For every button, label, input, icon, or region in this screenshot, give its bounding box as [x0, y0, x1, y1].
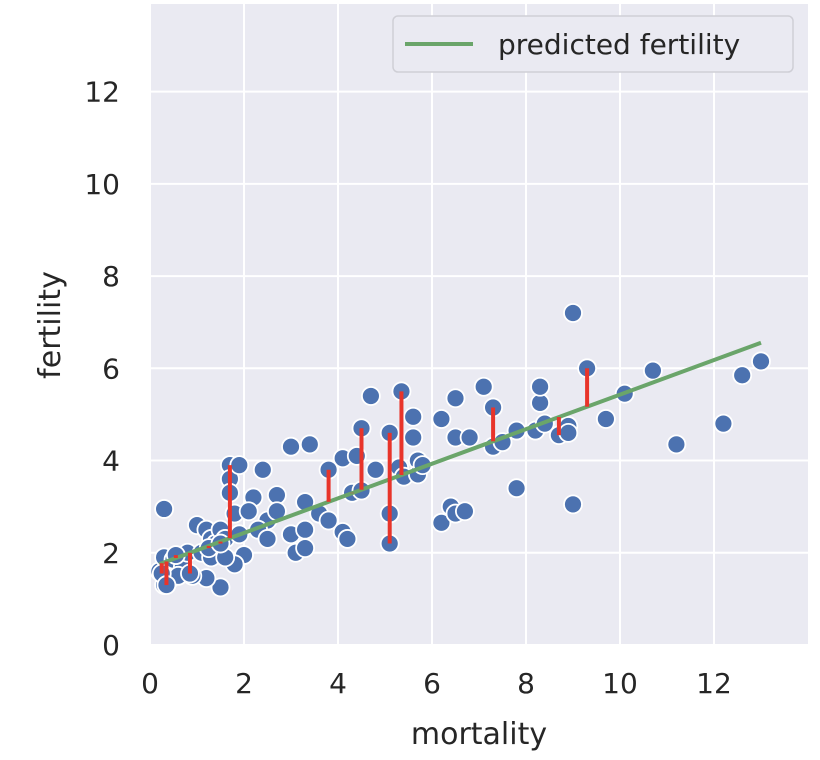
data-point: [454, 501, 475, 522]
y-tick-label: 6: [102, 352, 120, 385]
data-point: [403, 406, 424, 427]
data-point: [318, 510, 339, 531]
y-tick-label: 10: [84, 168, 120, 201]
data-point: [558, 422, 579, 443]
data-point: [643, 360, 663, 381]
x-tick-label: 6: [423, 667, 441, 700]
y-tick-label: 2: [102, 537, 120, 570]
x-tick-label: 0: [141, 667, 159, 700]
data-point: [229, 455, 250, 476]
y-tick-label: 8: [102, 260, 120, 293]
data-point: [257, 529, 278, 549]
legend-box: [392, 15, 794, 73]
y-tick-label: 0: [102, 629, 120, 662]
data-point: [473, 376, 494, 397]
data-point: [530, 376, 550, 397]
data-point: [238, 501, 259, 522]
x-tick-label: 12: [696, 667, 732, 700]
data-point: [563, 494, 583, 515]
data-point: [563, 303, 583, 323]
data-point: [596, 409, 616, 429]
data-point: [459, 427, 480, 448]
legend-label: predicted fertility: [498, 28, 740, 61]
grid: [149, 4, 808, 646]
tick-labels: 0 2 4 6 8 10 12 0 2 4 6 8 10 12: [84, 76, 731, 700]
data-point: [431, 409, 452, 429]
x-tick-label: 8: [517, 667, 535, 700]
data-point: [360, 386, 381, 406]
data-point: [299, 434, 320, 455]
data-point: [295, 538, 316, 559]
data-point: [281, 436, 301, 457]
x-tick-label: 2: [235, 667, 253, 700]
data-point: [751, 351, 771, 372]
data-point: [210, 577, 231, 598]
data-point: [666, 434, 687, 455]
x-tick-label: 10: [602, 667, 638, 700]
data-point: [295, 519, 316, 540]
x-axis-label: mortality: [411, 717, 547, 752]
marks: [149, 303, 771, 598]
data-point: [154, 499, 175, 519]
legend: predicted fertility: [392, 15, 794, 73]
data-point: [431, 512, 452, 533]
data-point: [365, 459, 386, 480]
y-tick-label: 4: [102, 445, 120, 478]
data-point: [337, 529, 358, 549]
y-tick-label: 12: [84, 76, 120, 109]
data-point: [403, 427, 424, 448]
data-point: [732, 365, 753, 386]
data-point: [252, 459, 273, 480]
data-point: [506, 478, 527, 499]
data-point: [713, 413, 734, 434]
data-point: [445, 388, 466, 409]
y-axis-label: fertility: [33, 271, 68, 379]
predicted-fertility-line: [158, 340, 762, 566]
x-tick-label: 4: [329, 667, 347, 700]
